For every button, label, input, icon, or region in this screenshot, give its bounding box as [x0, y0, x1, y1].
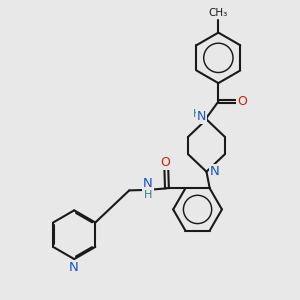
Text: N: N: [197, 110, 206, 123]
Text: N: N: [69, 261, 79, 274]
Text: H: H: [193, 109, 202, 119]
Text: CH₃: CH₃: [209, 8, 228, 18]
Text: N: N: [210, 165, 220, 178]
Text: O: O: [160, 156, 170, 169]
Text: N: N: [143, 177, 153, 190]
Text: H: H: [144, 190, 152, 200]
Text: O: O: [238, 95, 248, 108]
